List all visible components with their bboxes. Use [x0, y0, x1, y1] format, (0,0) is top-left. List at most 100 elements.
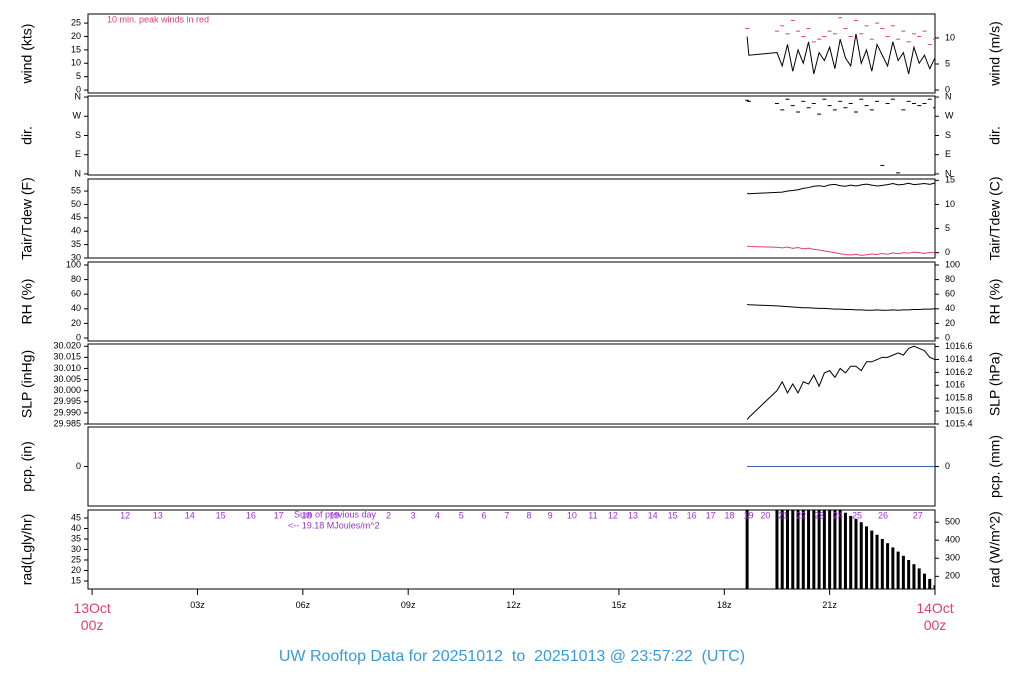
- bar: [891, 547, 895, 589]
- panel-data: [746, 345, 935, 420]
- bar: [896, 551, 900, 589]
- bar: [912, 564, 916, 589]
- bar: [745, 510, 749, 589]
- y-axis-label: RH (%): [19, 279, 35, 325]
- y-tick-label: 30: [71, 252, 81, 262]
- panel-data: [746, 182, 935, 256]
- y-tick-label: 0: [76, 332, 81, 342]
- line: [746, 345, 935, 420]
- y2-tick-label: 1016.4: [945, 354, 973, 364]
- y2-axis-label: SLP (hPa): [987, 352, 1003, 416]
- line: [746, 245, 935, 256]
- y2-axis-label: dir.: [987, 126, 1003, 145]
- bar: [886, 543, 890, 589]
- x-tick-label: 06z: [295, 600, 311, 610]
- x-tick-label: 12z: [506, 600, 521, 610]
- hour-label: 15: [216, 510, 226, 520]
- hour-label: 16: [687, 510, 697, 520]
- bar: [928, 578, 932, 589]
- bar: [849, 515, 853, 589]
- hour-label: 13: [153, 510, 163, 520]
- bar: [785, 510, 789, 589]
- bar: [812, 510, 816, 589]
- hour-label: 2: [386, 510, 391, 520]
- chart-title: UW Rooftop Data for 20251012 to 20251013…: [278, 648, 746, 665]
- y-tick-label: 45: [71, 212, 81, 222]
- bar: [907, 560, 911, 589]
- hour-label: 19: [329, 510, 339, 520]
- bar: [870, 530, 874, 589]
- hour-label: 27: [913, 510, 923, 520]
- bar: [843, 512, 847, 589]
- panel-data: [747, 303, 935, 311]
- y-tick-label: 40: [71, 523, 81, 533]
- y-tick-label: 30.000: [53, 385, 81, 395]
- y-tick-label: 30: [71, 544, 81, 554]
- y-axis-label: wind (kts): [19, 24, 35, 85]
- hour-label: 22: [796, 510, 806, 520]
- bar: [880, 538, 884, 589]
- y2-tick-label: 0: [945, 461, 950, 471]
- y2-tick-label: 300: [945, 553, 960, 563]
- y-tick-label: 10: [71, 58, 81, 68]
- y-tick-label: N: [75, 91, 82, 101]
- y-tick-label: 20: [71, 565, 81, 575]
- y2-tick-label: 20: [945, 318, 955, 328]
- y2-tick-label: 10: [945, 32, 955, 42]
- y2-tick-label: E: [945, 149, 951, 159]
- y-tick-label: W: [73, 111, 82, 121]
- y-axis-label: Tair/Tdew (F): [19, 177, 35, 259]
- bar: [865, 526, 869, 589]
- bar: [817, 510, 821, 589]
- hour-label: 25: [852, 510, 862, 520]
- bar: [791, 510, 795, 589]
- hour-label: 8: [526, 510, 531, 520]
- bar: [822, 510, 826, 589]
- y-tick-label: 30.010: [53, 363, 81, 373]
- bar: [796, 510, 800, 589]
- bar: [854, 519, 858, 589]
- y2-tick-label: 80: [945, 274, 955, 284]
- hour-label: 17: [274, 510, 284, 520]
- bar: [801, 510, 805, 589]
- hour-label: 21: [778, 510, 788, 520]
- y2-tick-label: 500: [945, 516, 960, 526]
- y-axis-label: rad(Lgly/hr): [19, 514, 35, 586]
- y-tick-label: 29.995: [53, 396, 81, 406]
- hour-label: 9: [548, 510, 553, 520]
- annotation: 10 min. peak winds in red: [107, 14, 209, 24]
- y2-tick-label: 1016.2: [945, 367, 973, 377]
- panel-frame: [87, 261, 936, 342]
- hour-label: 11: [588, 510, 597, 520]
- hour-label: 3: [411, 510, 416, 520]
- y-tick-label: S: [75, 130, 81, 140]
- hour-label: 4: [435, 510, 440, 520]
- hour-label: 12: [608, 510, 618, 520]
- y-tick-label: 20: [71, 318, 81, 328]
- panel-data: [745, 510, 935, 589]
- y2-tick-label: 1015.6: [945, 405, 973, 415]
- line: [746, 182, 935, 195]
- y-tick-label: 45: [71, 512, 81, 522]
- y2-tick-label: W: [945, 111, 954, 121]
- y2-tick-label: N: [945, 91, 952, 101]
- y2-tick-label: 1016.6: [945, 341, 973, 351]
- y2-axis-label: pcp. (mm): [987, 435, 1003, 498]
- hour-label: 10: [567, 510, 577, 520]
- y2-tick-label: 15: [945, 175, 955, 185]
- y-tick-label: 80: [71, 274, 81, 284]
- y2-tick-label: S: [945, 130, 951, 140]
- bar: [780, 510, 784, 589]
- hour-label: 15: [668, 510, 678, 520]
- y2-axis-label: RH (%): [987, 279, 1003, 325]
- y2-tick-label: N: [945, 168, 952, 178]
- x-tick-label: 18z: [717, 600, 732, 610]
- y-tick-label: 0: [76, 84, 81, 94]
- y-tick-label: 60: [71, 289, 81, 299]
- bar: [917, 568, 921, 589]
- x-tick-label: 15z: [611, 600, 627, 610]
- hour-label: 5: [459, 510, 464, 520]
- y-tick-label: 5: [76, 71, 81, 81]
- panel-data: [745, 17, 935, 75]
